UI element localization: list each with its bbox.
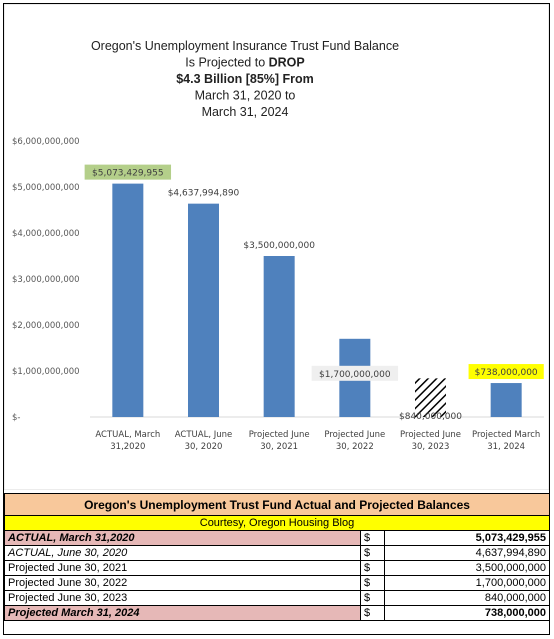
x-tick-label: 30, 2021 (260, 442, 298, 452)
table-row: ACTUAL, March 31,2020 $5,073,429,955 (4, 530, 551, 546)
row-currency: $ (360, 590, 385, 606)
data-label-highlight (468, 364, 544, 380)
y-tick-label: $- (12, 413, 20, 423)
bars (112, 183, 522, 417)
table-row: Projected March 31, 2024 $738,000,000 (4, 605, 551, 621)
y-tick-label: $4,000,000,000 (12, 229, 80, 239)
chart-title-line: March 31, 2020 to (195, 89, 296, 103)
y-tick-label: $2,000,000,000 (12, 321, 80, 331)
row-label: ACTUAL, March 31,2020 (4, 530, 361, 546)
bar (188, 203, 219, 417)
y-tick-label: $6,000,000,000 (12, 137, 80, 147)
bar (490, 383, 522, 417)
row-label: ACTUAL, June 30, 2020 (4, 545, 361, 561)
balances-table: Oregon's Unemployment Trust Fund Actual … (3, 493, 551, 621)
bar (263, 256, 295, 417)
data-label: $1,700,000,000 (319, 370, 391, 380)
x-tick-label: Projected June (324, 430, 385, 440)
data-label: $738,000,000 (475, 368, 538, 378)
x-tick-label: 30, 2023 (412, 442, 450, 452)
table-row: Projected June 30, 2021 $3,500,000,000 (4, 560, 551, 576)
x-tick-label: ACTUAL, June (175, 430, 232, 440)
x-axis: ACTUAL, March 31,2020 ACTUAL, June 30, 2020… (95, 430, 540, 452)
data-labels: $5,073,429,955 $4,637,994,890 $3,500,000,0… (84, 164, 544, 422)
x-tick-label: Projected March (472, 430, 540, 440)
data-label: $3,500,000,000 (243, 241, 315, 251)
row-value: 840,000,000 (383, 590, 551, 606)
x-tick-label: 30, 2022 (336, 442, 374, 452)
x-tick-label: Projected June (249, 430, 310, 440)
row-label: Projected June 30, 2021 (4, 560, 361, 576)
table-row: Projected June 30, 2022 $1,700,000,000 (4, 575, 551, 591)
table-row: ACTUAL, June 30, 2020 $4,637,994,890 (4, 545, 551, 561)
table-row: Projected June 30, 2023 $840,000,000 (4, 590, 551, 606)
bar (415, 378, 446, 417)
y-axis: $- $1,000,000,000 $2,000,000,000 $3,000,000… (12, 137, 80, 423)
chart-title-line: Is Projected to DROP (185, 56, 305, 70)
y-tick-label: $5,000,000,000 (12, 183, 80, 193)
x-tick-label: 31, 2024 (487, 442, 525, 452)
row-value: 3,500,000,000 (383, 560, 551, 576)
row-label: Projected June 30, 2023 (4, 590, 361, 606)
bar (112, 183, 144, 417)
row-currency: $ (360, 560, 385, 576)
row-currency: $ (360, 605, 385, 621)
y-tick-label: $3,000,000,000 (12, 275, 80, 285)
row-label: Projected March 31, 2024 (4, 605, 361, 621)
table-header: Oregon's Unemployment Trust Fund Actual … (3, 493, 551, 516)
table-subheader-row: Courtesy, Oregon Housing Blog (3, 515, 551, 531)
table-subheader: Courtesy, Oregon Housing Blog (3, 515, 551, 531)
chart-title: Oregon's Unemployment Insurance Trust Fu… (91, 39, 399, 119)
table-header-row: Oregon's Unemployment Trust Fund Actual … (3, 493, 551, 516)
data-label: $5,073,429,955 (92, 169, 164, 179)
chart-title-line: Oregon's Unemployment Insurance Trust Fu… (91, 39, 399, 53)
row-value: 5,073,429,955 (383, 530, 551, 546)
data-label-highlight (84, 164, 172, 180)
data-label-highlight (311, 365, 399, 381)
x-tick-label: 31,2020 (110, 442, 145, 452)
data-label: $4,637,994,890 (168, 189, 240, 199)
x-tick-label: ACTUAL, March (95, 430, 160, 440)
row-value: 1,700,000,000 (383, 575, 551, 591)
y-tick-label: $1,000,000,000 (12, 367, 80, 377)
row-value: 4,637,994,890 (383, 545, 551, 561)
row-value: 738,000,000 (383, 605, 551, 621)
row-currency: $ (360, 575, 385, 591)
data-label: $840,000,000 (399, 412, 462, 422)
chart-title-line: March 31, 2024 (202, 105, 289, 119)
x-tick-label: Projected June (400, 430, 461, 440)
x-tick-label: 30, 2020 (185, 442, 223, 452)
row-currency: $ (360, 530, 385, 546)
chart-title-line: $4.3 Billion [85%] From (176, 72, 314, 86)
row-label: Projected June 30, 2022 (4, 575, 361, 591)
chart: Oregon's Unemployment Insurance Trust Fu… (4, 4, 549, 490)
row-currency: $ (360, 545, 385, 561)
